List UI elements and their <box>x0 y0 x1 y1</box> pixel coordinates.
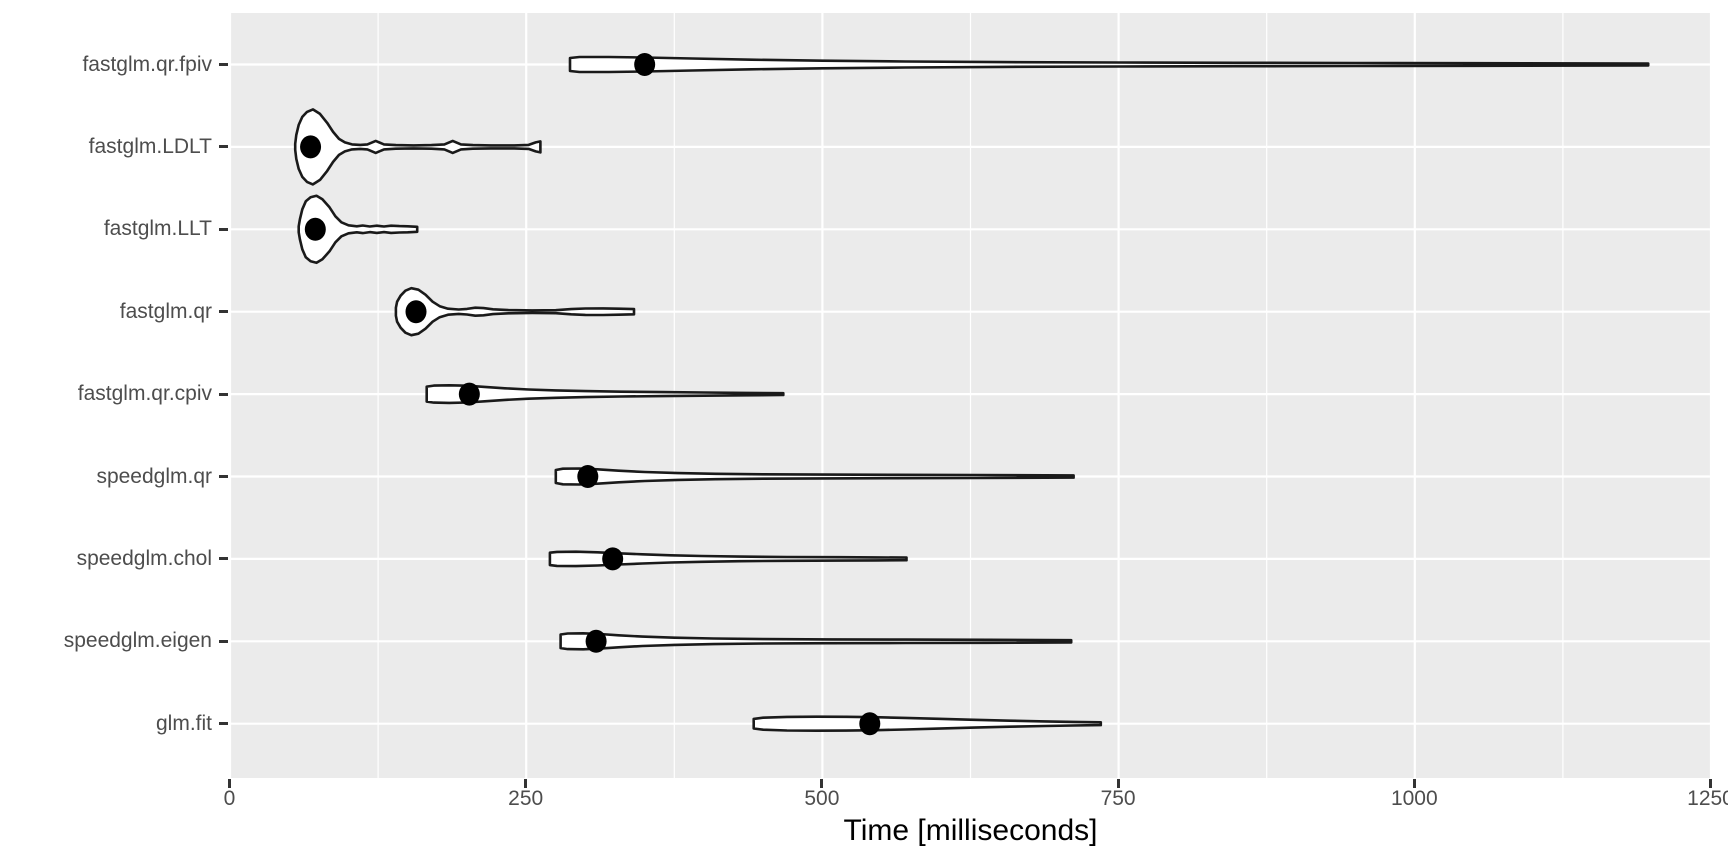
violin-fastglm.LDLT <box>293 108 542 186</box>
y-axis-label-fastglm.qr.fpiv: fastglm.qr.fpiv <box>82 52 212 76</box>
y-tick-mark <box>219 63 228 66</box>
y-axis-label-fastglm.LDLT: fastglm.LDLT <box>88 134 212 158</box>
y-axis-label-glm.fit: glm.fit <box>155 711 212 735</box>
y-tick-mark <box>219 227 228 231</box>
plot-panel <box>228 13 1713 778</box>
violin-fastglm.qr.cpiv <box>425 384 785 405</box>
y-axis-label-speedglm.qr: speedglm.qr <box>96 464 212 488</box>
x-axis-title: Time [milliseconds] <box>843 814 1098 847</box>
x-axis-label-500: 500 <box>804 787 840 810</box>
y-axis-label-speedglm.eigen: speedglm.eigen <box>63 629 212 653</box>
x-axis-label-250: 250 <box>508 787 544 810</box>
median-point-fastglm.LLT <box>304 217 326 241</box>
plot-canvas <box>228 13 1713 778</box>
y-tick-mark <box>219 145 228 149</box>
median-point-speedglm.chol <box>602 547 624 571</box>
y-axis-label-fastglm.LLT: fastglm.LLT <box>103 217 212 241</box>
y-axis-label-speedglm.chol: speedglm.chol <box>76 546 212 570</box>
violin-speedglm.eigen <box>559 632 1073 651</box>
x-tick-mark <box>1412 779 1416 788</box>
y-tick-mark <box>219 475 228 478</box>
x-axis-label-0: 0 <box>223 787 236 810</box>
x-tick-mark <box>1709 779 1712 788</box>
violin-fastglm.LLT <box>297 194 419 265</box>
x-tick-mark <box>524 779 528 788</box>
y-axis-label-fastglm.qr.cpiv: fastglm.qr.cpiv <box>77 382 212 406</box>
median-point-speedglm.qr <box>577 465 599 488</box>
violin-glm.fit <box>752 715 1103 732</box>
x-tick-mark <box>820 779 824 788</box>
median-point-fastglm.qr.cpiv <box>458 382 480 406</box>
y-axis-label-fastglm.qr: fastglm.qr <box>119 299 212 323</box>
y-tick-mark <box>219 557 228 561</box>
violin-fastglm.qr.fpiv <box>568 55 1650 74</box>
x-tick-mark <box>228 779 231 788</box>
x-tick-mark <box>1116 779 1120 788</box>
y-tick-mark <box>219 639 228 643</box>
median-point-glm.fit <box>859 712 881 736</box>
y-tick-mark <box>219 392 228 396</box>
median-point-speedglm.eigen <box>585 629 607 653</box>
violin-fastglm.qr <box>394 286 636 337</box>
x-axis-label-750: 750 <box>1100 787 1136 810</box>
median-point-fastglm.qr.fpiv <box>634 53 656 76</box>
y-tick-mark <box>219 310 228 314</box>
y-tick-mark <box>219 722 228 726</box>
x-axis-label-1000: 1000 <box>1390 787 1438 810</box>
median-point-fastglm.LDLT <box>300 135 322 159</box>
x-axis-label-1250: 1250 <box>1687 787 1728 810</box>
median-point-fastglm.qr <box>405 300 427 324</box>
violin-speedglm.qr <box>554 467 1075 486</box>
